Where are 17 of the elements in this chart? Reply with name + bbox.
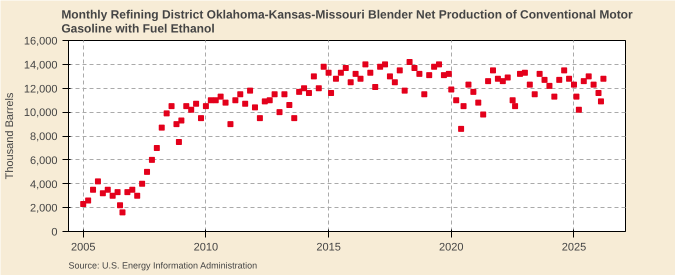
y-tick-label: 6,000 [30, 154, 58, 167]
y-tick-label: 0 [51, 226, 58, 238]
y-tick-label: 16,000 [24, 36, 58, 48]
x-tick-label: 2005 [70, 242, 96, 254]
y-tick-label: 2,000 [30, 202, 58, 215]
source-note: Source: U.S. Energy Information Administration [68, 260, 258, 270]
y-tick-label: 10,000 [24, 107, 58, 120]
y-tick-label: 12,000 [24, 83, 58, 96]
y-tick-label: 4,000 [30, 178, 58, 191]
x-tick-label: 2025 [562, 242, 586, 254]
chart-title: Monthly Refining District Oklahoma-Kansas-Missouri Blender Net Production of Conventional Motor Gasoline with Fuel Ethanol [61, 8, 634, 36]
x-tick-label: 2010 [194, 242, 218, 254]
x-tick-label: 2015 [316, 242, 341, 254]
y-axis-title: Thousand Barrels [4, 92, 16, 180]
y-tick-label: 8,000 [30, 131, 58, 143]
y-tick-label: 14,000 [24, 59, 58, 72]
x-tick-label: 2020 [439, 242, 464, 254]
